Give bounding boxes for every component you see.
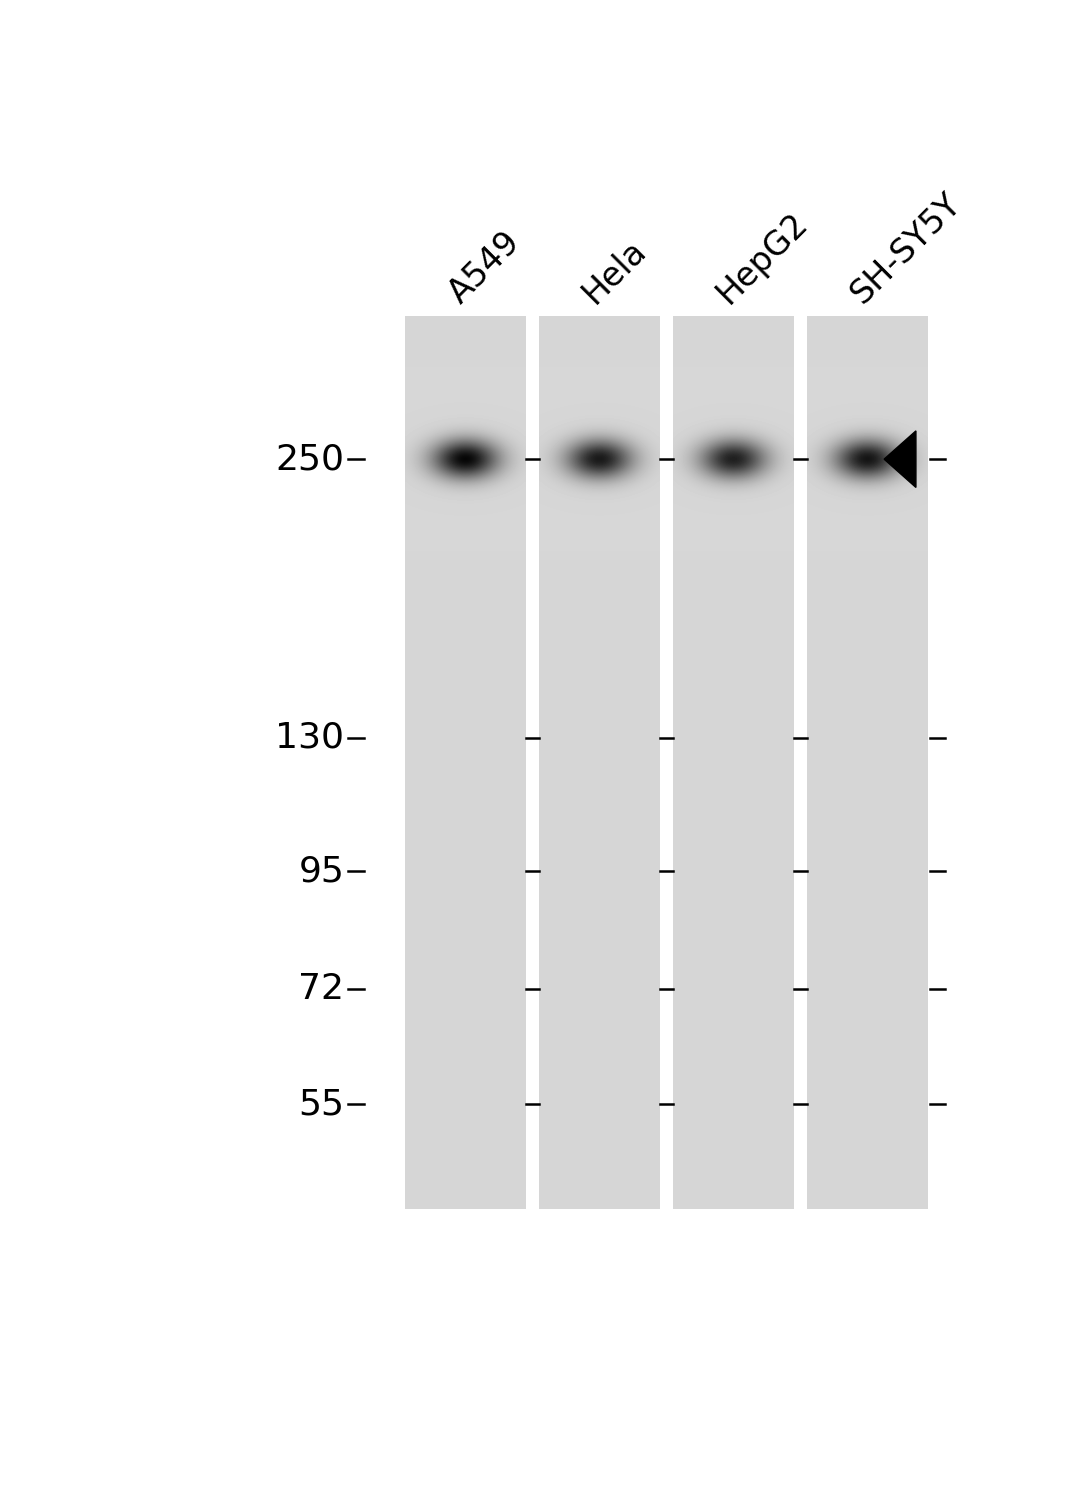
Text: HepG2: HepG2	[711, 207, 814, 311]
Text: 130: 130	[275, 721, 345, 755]
Text: Hela: Hela	[577, 233, 652, 311]
Polygon shape	[885, 431, 916, 488]
Text: 72: 72	[298, 972, 345, 1007]
Text: 250: 250	[275, 442, 345, 476]
Text: 95: 95	[298, 855, 345, 888]
Bar	[807, 315, 928, 1209]
Bar	[673, 315, 794, 1209]
Text: A549: A549	[443, 226, 527, 311]
Bar	[405, 315, 526, 1209]
Bar	[539, 315, 660, 1209]
Text: SH-SY5Y: SH-SY5Y	[845, 187, 968, 311]
Text: 55: 55	[298, 1087, 345, 1121]
